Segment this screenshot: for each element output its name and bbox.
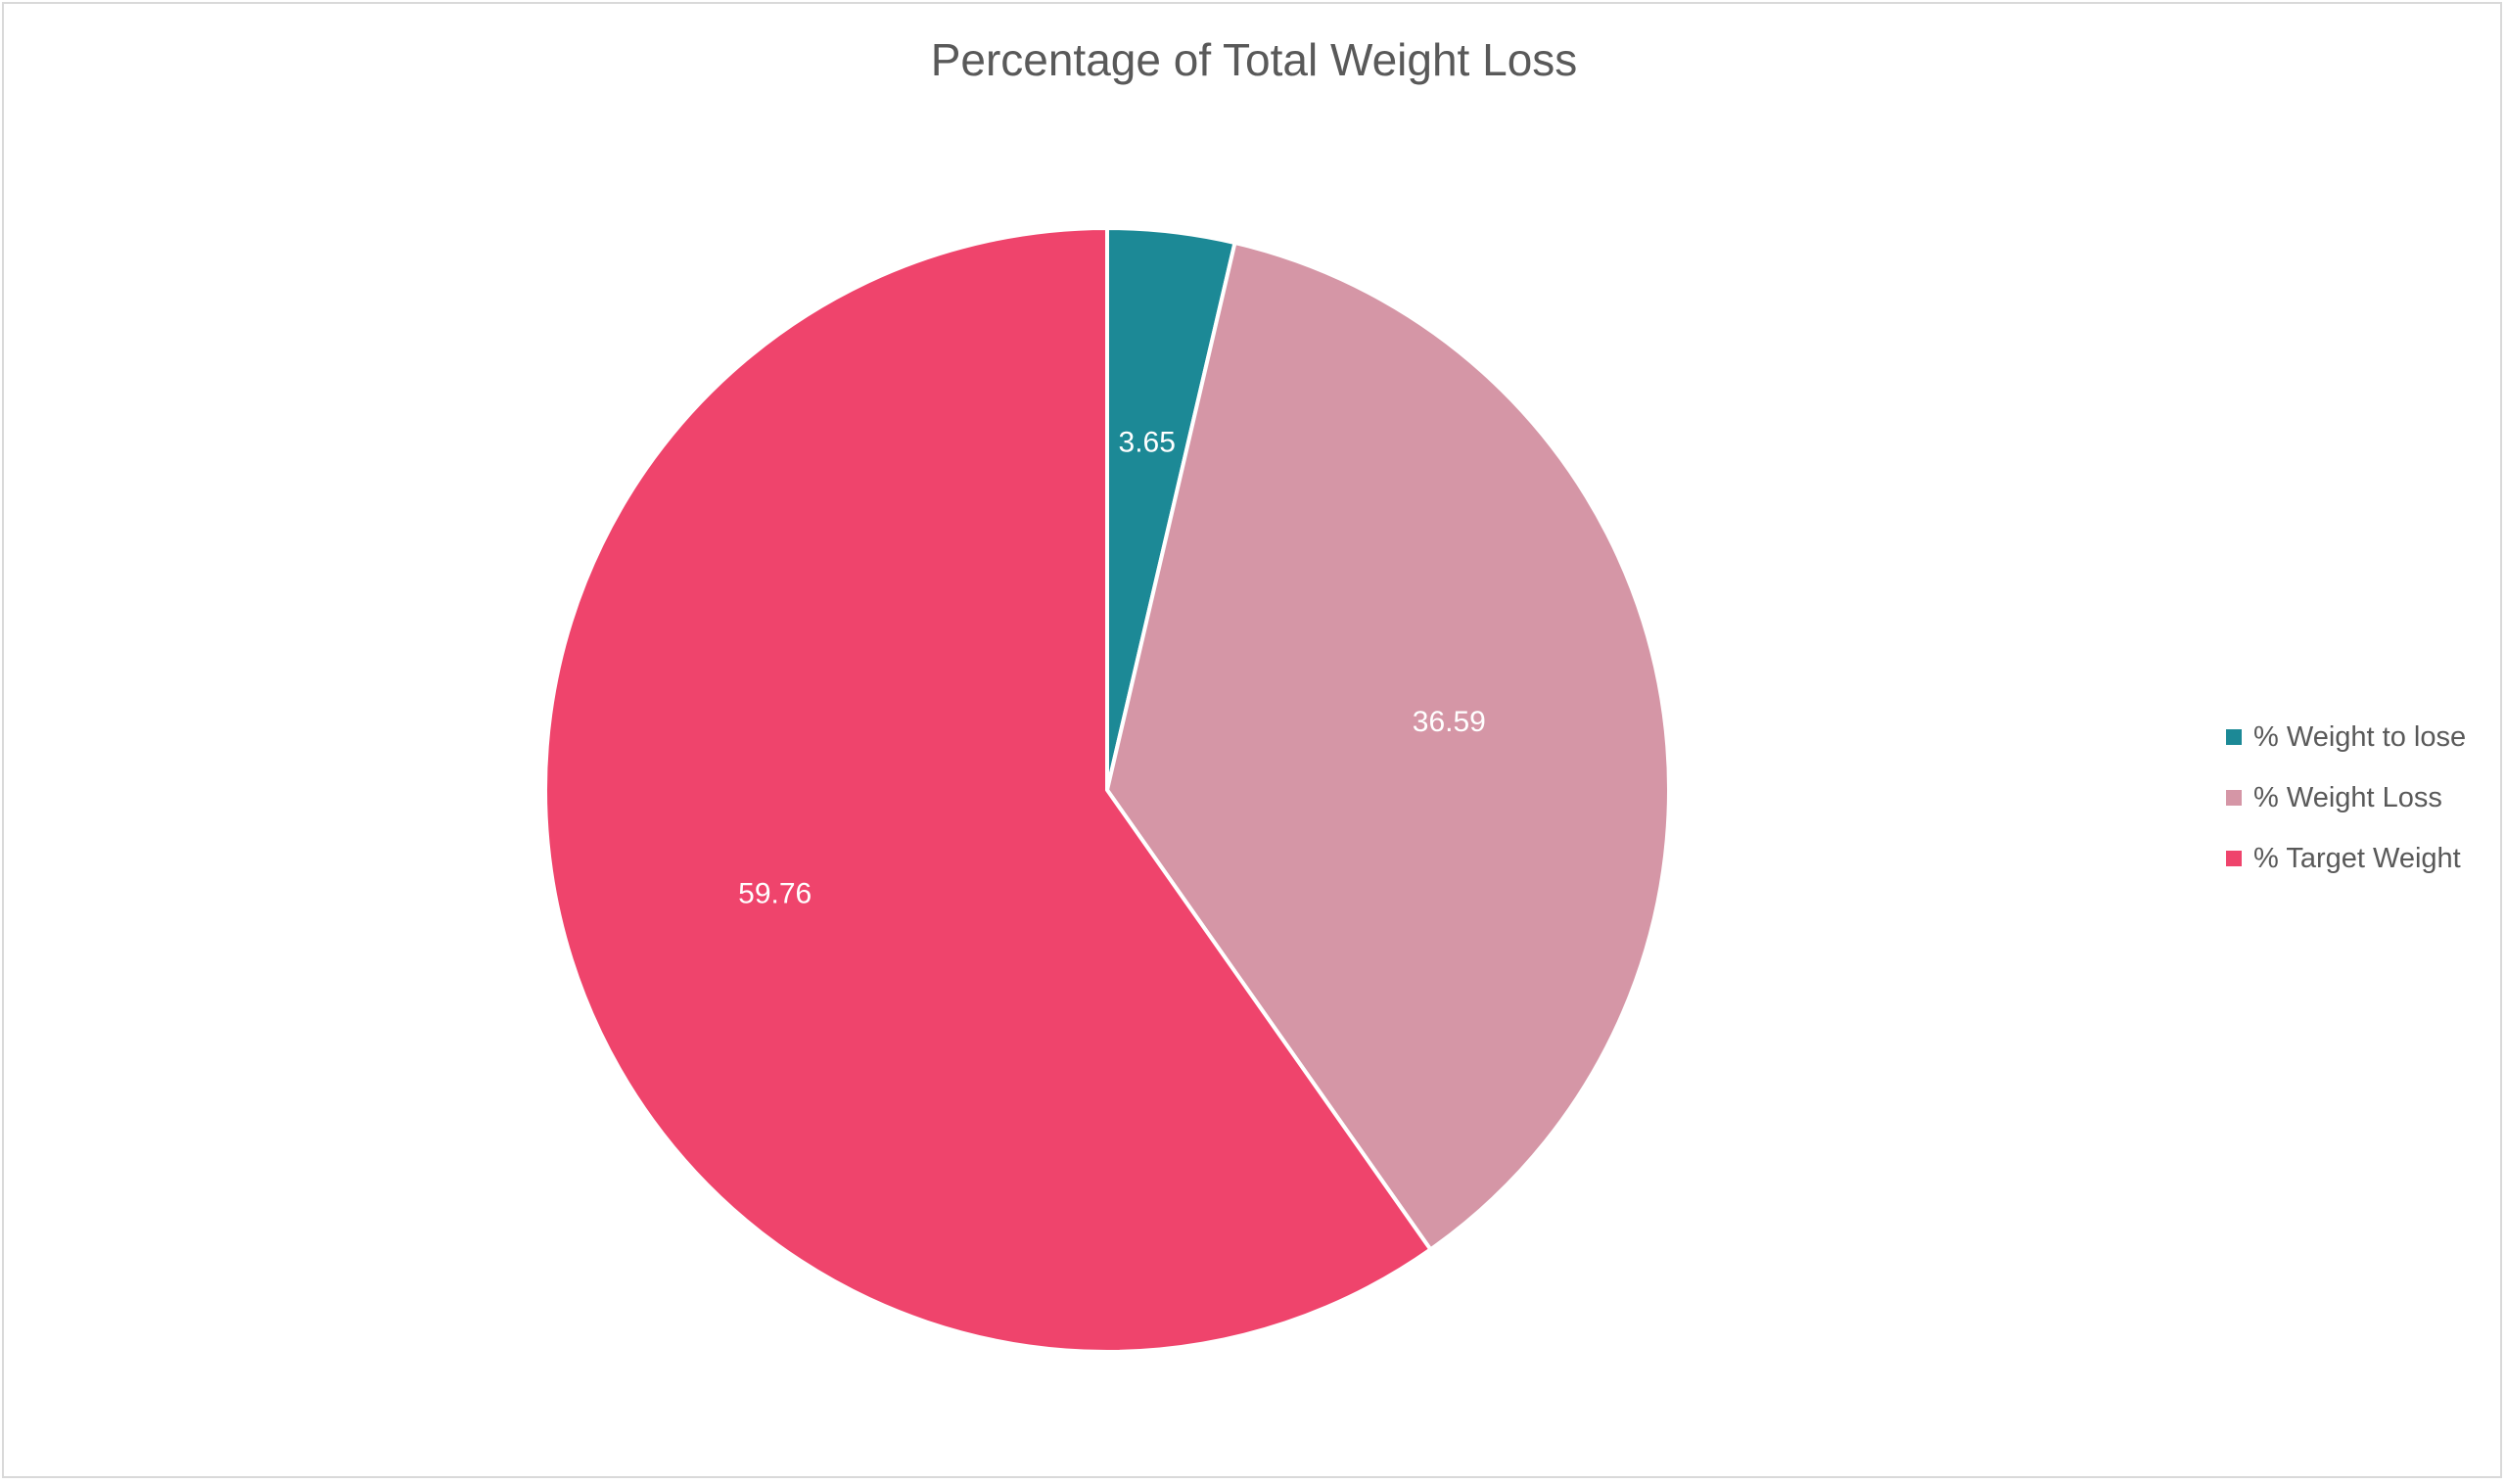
pie-slice-weight-loss: [1105, 241, 1671, 1252]
legend-swatch: [2226, 790, 2242, 806]
pie-chart: 3.65 36.59 59.76: [543, 226, 1671, 1354]
data-label: 3.65: [1119, 426, 1176, 458]
legend-swatch: [2226, 851, 2242, 866]
legend-label: % Target Weight: [2253, 842, 2461, 874]
legend-label: % Weight Loss: [2253, 781, 2442, 813]
pie-slices: [543, 226, 1671, 1354]
pie-slice-target-weight: [543, 226, 1433, 1354]
legend-item-weight-loss: % Weight Loss: [2226, 767, 2466, 828]
legend-swatch: [2226, 729, 2242, 745]
legend-item-target-weight: % Target Weight: [2226, 828, 2466, 889]
pie-data-labels: 3.65 36.59 59.76: [738, 426, 1486, 909]
data-label: 36.59: [1413, 706, 1486, 738]
chart-title: Percentage of Total Weight Loss: [930, 34, 1578, 85]
legend-label: % Weight to lose: [2253, 720, 2467, 753]
legend: % Weight to lose % Weight Loss % Target …: [2226, 707, 2466, 889]
data-label: 59.76: [738, 877, 812, 909]
legend-item-weight-to-lose: % Weight to lose: [2226, 707, 2466, 767]
